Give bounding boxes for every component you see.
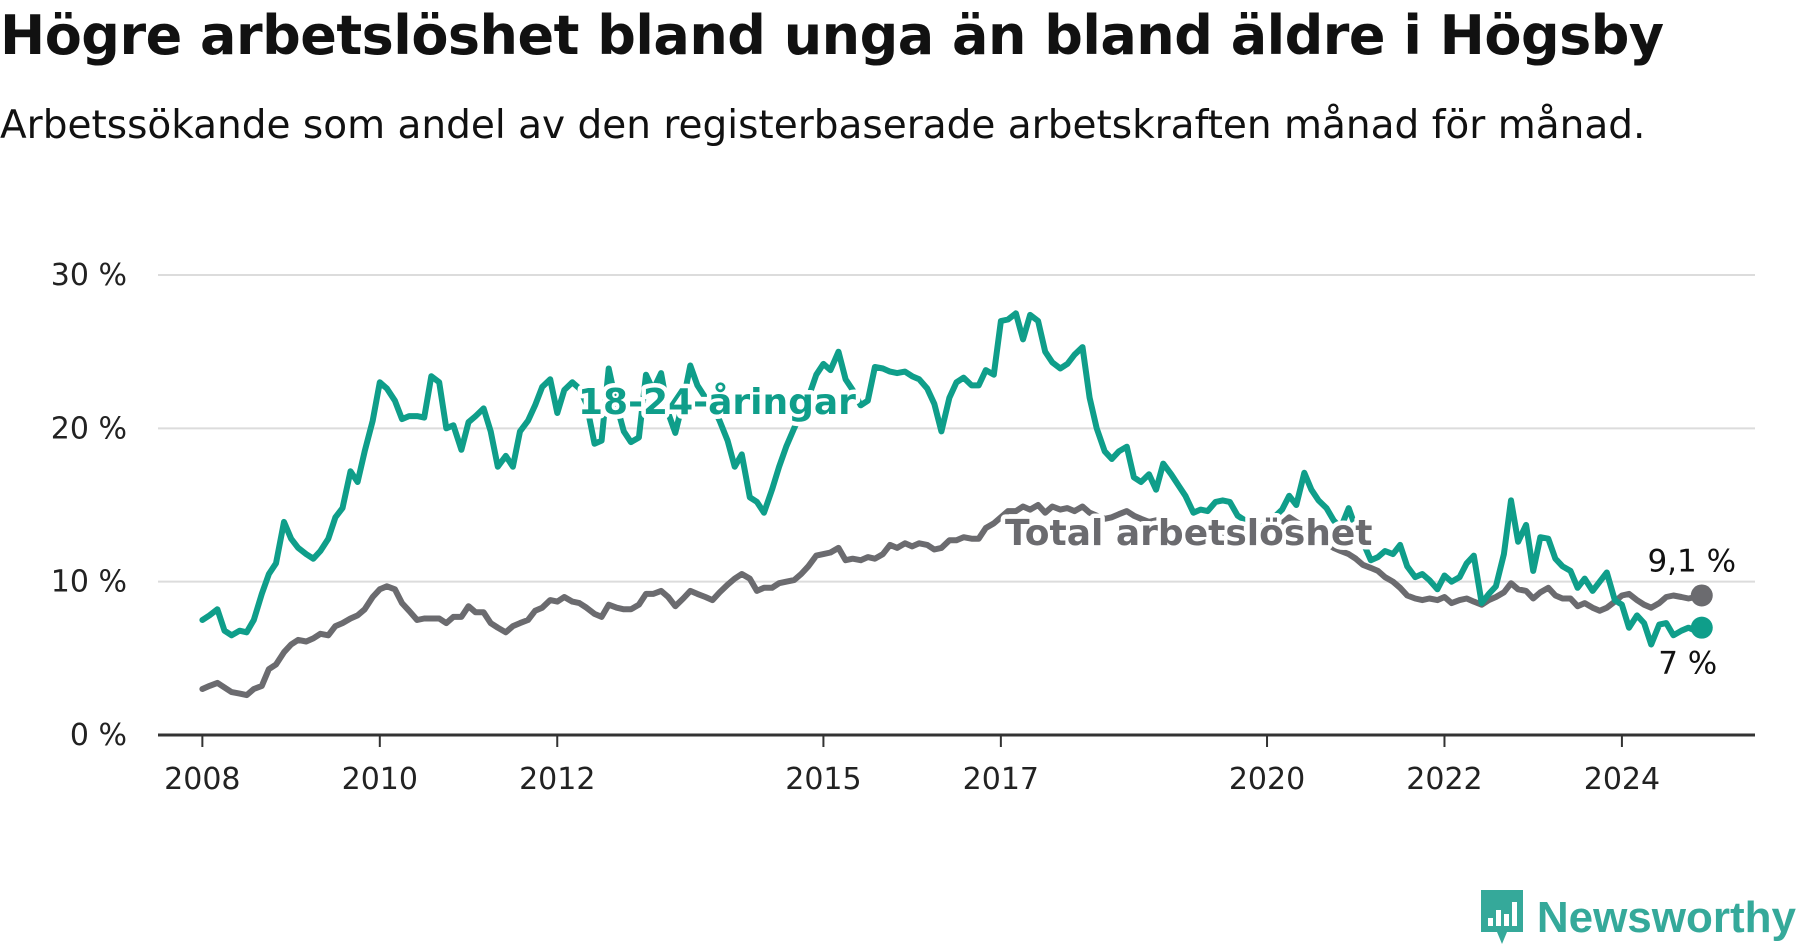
series-end-point-1: [1690, 584, 1713, 607]
x-tick-label: 2015: [785, 762, 861, 797]
y-tick-label: 10 %: [51, 565, 127, 600]
x-axis-ticks: 2008 2010 2012 2015 2017 2020 2022 2024: [164, 735, 1660, 797]
x-tick-label: 2010: [342, 762, 418, 797]
chart-subtitle: Arbetssökande som andel av den registerb…: [0, 103, 1646, 148]
series-end-point-0: [1690, 616, 1713, 639]
series-line-1: [199, 502, 1705, 699]
chart-title: Högre arbetslöshet bland unga än bland ä…: [0, 4, 1664, 67]
bar-chart-icon: [1480, 890, 1523, 944]
x-tick-label: 2008: [164, 762, 240, 797]
series-line-0: [199, 310, 1705, 648]
x-tick-label: 2020: [1229, 762, 1305, 797]
y-tick-label: 20 %: [51, 411, 127, 446]
y-tick-label: 30 %: [51, 258, 127, 293]
newsworthy-logo: Newsworthy: [1477, 888, 1796, 948]
end-label-youth: 7 %: [1658, 646, 1717, 682]
x-tick-label: 2022: [1406, 762, 1482, 797]
grid-lines: [158, 274, 1755, 583]
series-labels: 18-24-åringar Total arbetslöshet 9,1 % 7 %: [574, 378, 1740, 685]
x-tick-label: 2012: [519, 762, 595, 797]
x-tick-label: 2017: [963, 762, 1039, 797]
series-label-youth: 18-24-åringar: [578, 382, 856, 423]
series-lines: [199, 310, 1713, 699]
series-label-total: Total arbetslöshet: [1005, 513, 1373, 554]
end-label-total: 9,1 %: [1647, 543, 1736, 579]
x-tick-label: 2024: [1584, 762, 1660, 797]
logo-text: Newsworthy: [1536, 893, 1796, 942]
y-tick-label: 0 %: [70, 718, 127, 753]
y-axis-tick-labels: 0 % 10 % 20 % 30 %: [51, 258, 127, 753]
